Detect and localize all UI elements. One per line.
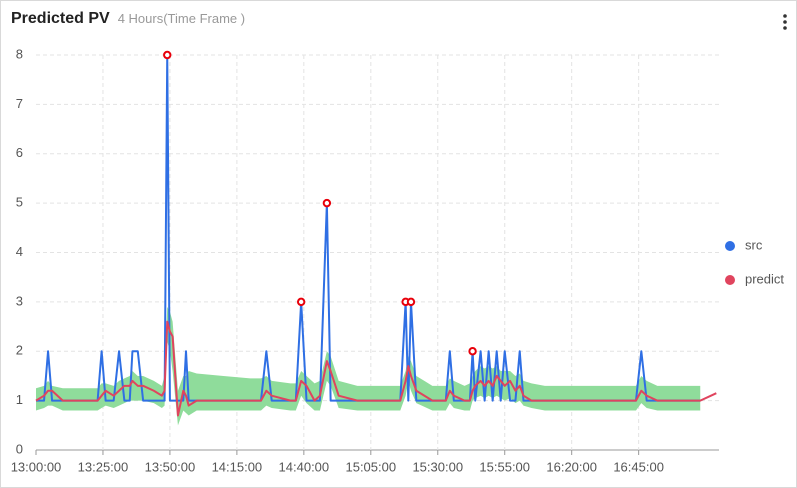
y-tick-label: 0 — [16, 441, 23, 456]
x-tick-label: 16:45:00 — [613, 459, 664, 474]
y-tick-label: 6 — [16, 145, 23, 160]
x-tick-label: 16:20:00 — [546, 459, 597, 474]
chart-subtitle: 4 Hours(Time Frame ) — [117, 11, 246, 26]
legend-label: predict — [745, 271, 784, 286]
legend-label: src — [745, 237, 763, 252]
anomaly-marker — [296, 297, 306, 307]
x-tick-label: 15:30:00 — [412, 459, 463, 474]
x-tick-label: 13:25:00 — [78, 459, 129, 474]
y-tick-label: 7 — [16, 96, 23, 111]
series-line — [35, 320, 717, 417]
anomaly-marker — [406, 297, 416, 307]
y-tick-label: 4 — [16, 244, 23, 259]
x-tick-label: 13:50:00 — [145, 459, 196, 474]
anomaly-marker — [322, 198, 332, 208]
x-tick-label: 13:00:00 — [11, 459, 62, 474]
legend-item[interactable]: predict — [725, 271, 784, 286]
confidence-band — [36, 306, 701, 426]
legend-swatch — [725, 275, 735, 285]
x-tick-label: 14:15:00 — [212, 459, 263, 474]
y-tick-label: 3 — [16, 293, 23, 308]
y-tick-label: 5 — [16, 195, 23, 210]
y-tick-label: 2 — [16, 343, 23, 358]
series-line — [36, 54, 701, 402]
x-tick-label: 14:40:00 — [279, 459, 330, 474]
chart-title: Predicted PV — [11, 10, 110, 27]
menu-icon[interactable] — [783, 14, 787, 30]
legend-item[interactable]: src — [725, 237, 763, 252]
x-tick-label: 15:55:00 — [479, 459, 530, 474]
x-tick-label: 15:05:00 — [345, 459, 396, 474]
anomaly-marker — [468, 347, 477, 356]
anomaly-marker — [163, 50, 172, 60]
y-tick-label: 1 — [16, 392, 23, 407]
y-tick-label: 8 — [16, 46, 23, 61]
header: Predicted PV 4 Hours(Time Frame ) — [11, 10, 245, 28]
legend-swatch — [725, 241, 735, 251]
